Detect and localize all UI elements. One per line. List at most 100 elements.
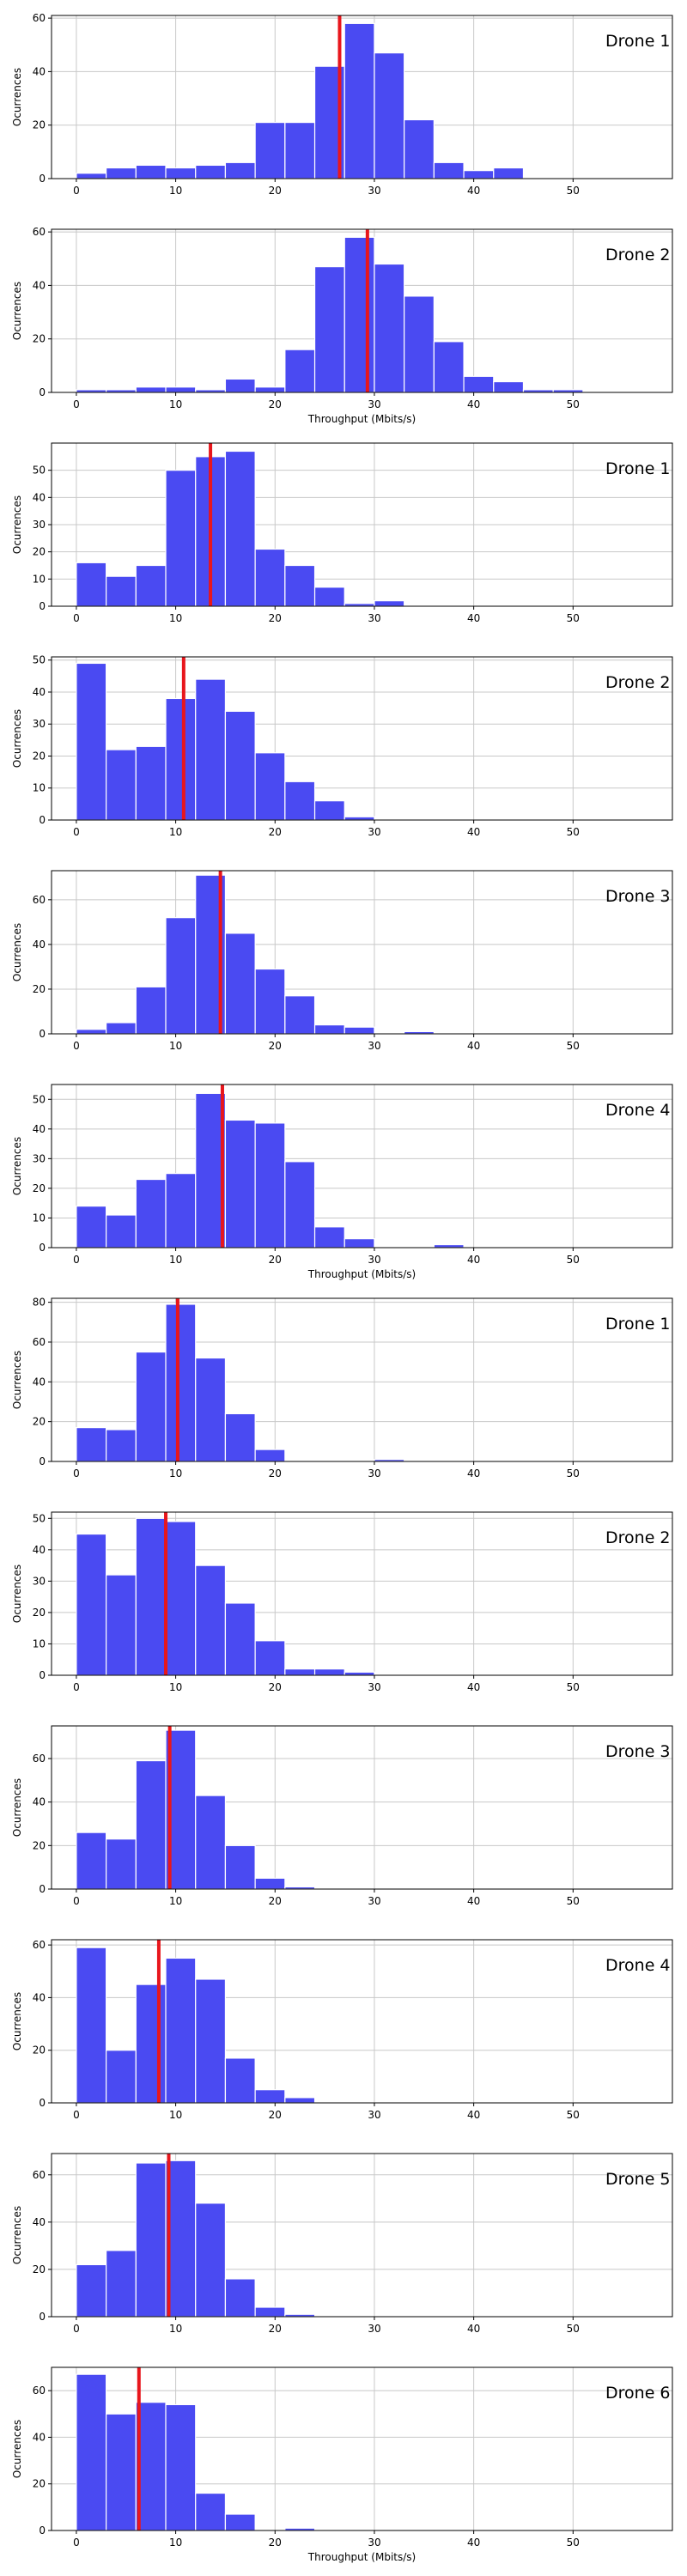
histogram-bar: [106, 1022, 137, 1035]
x-tick-label: 30: [368, 2109, 380, 2121]
histogram-bar: [313, 586, 345, 607]
histogram-bar: [433, 161, 465, 179]
histogram-bar: [195, 1795, 227, 1890]
panel-label: Drone 1: [605, 32, 671, 51]
y-tick-label: 40: [33, 686, 46, 698]
histogram-bar: [165, 2160, 197, 2318]
y-axis-label: Ocurrences: [11, 2206, 23, 2264]
x-tick-label: 10: [169, 1254, 182, 1266]
y-tick-label: 0: [39, 1455, 46, 1467]
histogram-bar: [344, 816, 375, 821]
x-tick-label: 10: [169, 1681, 182, 1693]
x-tick-label: 0: [73, 1040, 80, 1052]
y-tick-label: 20: [33, 750, 46, 762]
histogram-bar: [165, 1521, 197, 1676]
histogram-bar: [195, 164, 227, 179]
x-tick-label: 30: [368, 826, 380, 838]
y-axis-label: Ocurrences: [11, 1778, 23, 1837]
x-tick-label: 40: [467, 1254, 480, 1266]
y-tick-label: 40: [33, 65, 46, 77]
axes-frame: [51, 15, 673, 179]
y-tick-label: 20: [33, 1182, 46, 1194]
histogram-bar: [254, 1122, 286, 1249]
histogram-bar: [195, 678, 227, 821]
x-tick-label: 10: [169, 826, 182, 838]
panel-label: Drone 4: [605, 1101, 671, 1120]
y-tick-label: 80: [33, 1297, 46, 1309]
x-tick-label: 20: [269, 2323, 282, 2335]
histogram-bar: [106, 2250, 137, 2318]
y-tick-label: 60: [33, 226, 46, 238]
histogram-bar: [106, 1214, 137, 1249]
x-tick-label: 50: [567, 1681, 580, 1693]
x-tick-label: 0: [73, 185, 80, 197]
histogram-panel: 0 10 20 30 40 50 0 20 40 60 Ocurrences Drone 5: [11, 2153, 673, 2335]
x-tick-label: 30: [368, 2537, 380, 2549]
histogram-bar: [224, 710, 256, 821]
x-tick-label: 20: [269, 2109, 282, 2121]
y-tick-label: 10: [33, 1212, 46, 1224]
panel-label: Drone 1: [605, 459, 671, 478]
y-tick-label: 0: [39, 1242, 46, 1254]
histogram-bar: [106, 2413, 137, 2531]
histogram-bar: [76, 1832, 107, 1890]
y-tick-label: 0: [39, 2097, 46, 2109]
histogram-panel: 0 10 20 30 40 50 0 20 40 60 Ocurrences Throughput (…: [11, 226, 673, 425]
histogram-panels: 0 10 20 30 40 50 0 20 40 60 Ocurrences Drone 1 0 10 20…: [11, 12, 673, 2563]
x-tick-label: 0: [73, 1254, 80, 1266]
histogram-panel: 0 10 20 30 40 50 0 10 20 30 40 50 Ocurrences Drone 1: [11, 442, 673, 624]
y-tick-label: 30: [33, 1575, 46, 1587]
histogram-bar: [135, 386, 167, 393]
y-axis-label: Ocurrences: [11, 282, 23, 340]
y-axis-label: Ocurrences: [11, 1137, 23, 1195]
histogram-bar: [254, 121, 286, 179]
panel-label: Drone 1: [605, 1315, 671, 1334]
x-tick-label: 20: [269, 185, 282, 197]
x-tick-label: 20: [269, 1895, 282, 1907]
histogram-bar: [344, 1026, 375, 1035]
x-tick-label: 50: [567, 612, 580, 624]
x-tick-label: 50: [567, 1254, 580, 1266]
y-tick-label: 20: [33, 2263, 46, 2275]
y-tick-label: 40: [33, 1376, 46, 1388]
histogram-bar: [224, 1413, 256, 1462]
histogram-bar: [224, 1119, 256, 1249]
histogram-bar: [135, 1759, 167, 1890]
axes-frame: [51, 1725, 673, 1890]
histogram-panel: 0 10 20 30 40 50 0 10 20 30 40 50 Ocurrences Drone 2: [11, 1511, 673, 1693]
y-axis-label: Ocurrences: [11, 1564, 23, 1623]
axes-frame: [51, 1511, 673, 1676]
y-tick-label: 20: [33, 2478, 46, 2490]
y-tick-label: 0: [39, 600, 46, 612]
x-tick-label: 40: [467, 1467, 480, 1479]
y-tick-label: 40: [33, 939, 46, 951]
histogram-bar: [106, 1429, 137, 1462]
y-tick-label: 50: [33, 654, 46, 666]
histogram-bar: [106, 1838, 137, 1890]
histogram-bar: [344, 1671, 375, 1676]
histogram-bar: [254, 968, 286, 1035]
x-tick-label: 40: [467, 398, 480, 410]
panel-label: Drone 5: [605, 2170, 671, 2189]
x-tick-label: 20: [269, 1681, 282, 1693]
histogram-bar: [254, 752, 286, 821]
histogram-bar: [165, 470, 197, 607]
y-tick-label: 40: [33, 279, 46, 291]
histogram-bar: [135, 986, 167, 1035]
histogram-bar: [254, 1877, 286, 1890]
histogram-bar: [135, 1178, 167, 1249]
histogram-bar: [165, 1173, 197, 1249]
x-tick-label: 10: [169, 1040, 182, 1052]
histogram-bar: [76, 662, 107, 821]
histogram-bar: [404, 295, 435, 393]
x-tick-label: 0: [73, 2323, 80, 2335]
y-tick-label: 10: [33, 1637, 46, 1649]
histogram-bar: [433, 1243, 465, 1249]
y-tick-label: 30: [33, 1152, 46, 1164]
histogram-bar: [254, 2089, 286, 2104]
histogram-bar: [106, 167, 137, 179]
histogram-bar: [165, 1303, 197, 1462]
histogram-bar: [344, 236, 375, 393]
y-tick-label: 40: [33, 491, 46, 503]
x-tick-label: 40: [467, 1681, 480, 1693]
